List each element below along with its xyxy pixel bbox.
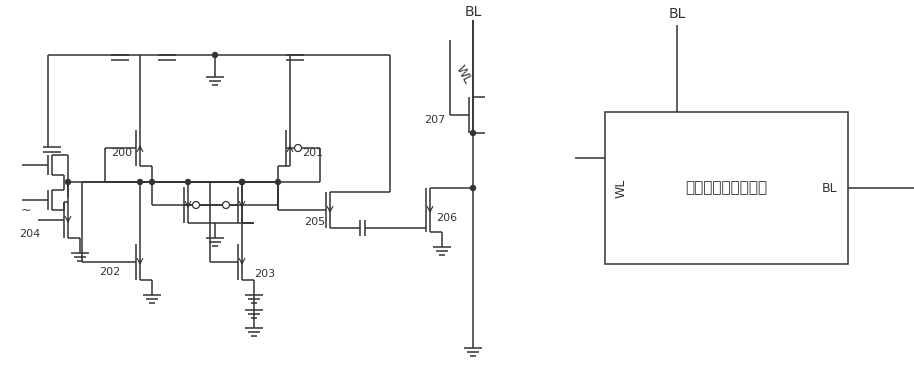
Circle shape bbox=[212, 53, 218, 57]
Text: 200: 200 bbox=[112, 148, 133, 158]
Text: 204: 204 bbox=[19, 229, 40, 239]
Text: 202: 202 bbox=[100, 267, 121, 277]
Text: 206: 206 bbox=[437, 213, 458, 223]
Circle shape bbox=[222, 201, 229, 209]
Text: 203: 203 bbox=[254, 269, 275, 279]
Circle shape bbox=[193, 201, 199, 209]
Text: ~: ~ bbox=[21, 204, 31, 216]
Circle shape bbox=[239, 179, 245, 185]
Text: 205: 205 bbox=[304, 217, 325, 227]
Text: BL: BL bbox=[668, 7, 686, 21]
Text: WL: WL bbox=[614, 178, 628, 198]
Circle shape bbox=[471, 131, 475, 135]
Bar bbox=[605, 112, 848, 264]
Circle shape bbox=[275, 179, 281, 185]
Text: WL: WL bbox=[452, 63, 473, 87]
Circle shape bbox=[66, 179, 70, 185]
Circle shape bbox=[471, 185, 475, 191]
Circle shape bbox=[186, 179, 190, 185]
Text: 下拉位线伪存储单元: 下拉位线伪存储单元 bbox=[685, 181, 767, 195]
Text: 207: 207 bbox=[424, 115, 446, 125]
Text: BL: BL bbox=[464, 5, 482, 19]
Circle shape bbox=[150, 179, 154, 185]
Circle shape bbox=[239, 179, 245, 185]
Text: 201: 201 bbox=[303, 148, 324, 158]
Circle shape bbox=[137, 179, 143, 185]
Text: BL: BL bbox=[823, 182, 838, 194]
Circle shape bbox=[294, 144, 302, 151]
